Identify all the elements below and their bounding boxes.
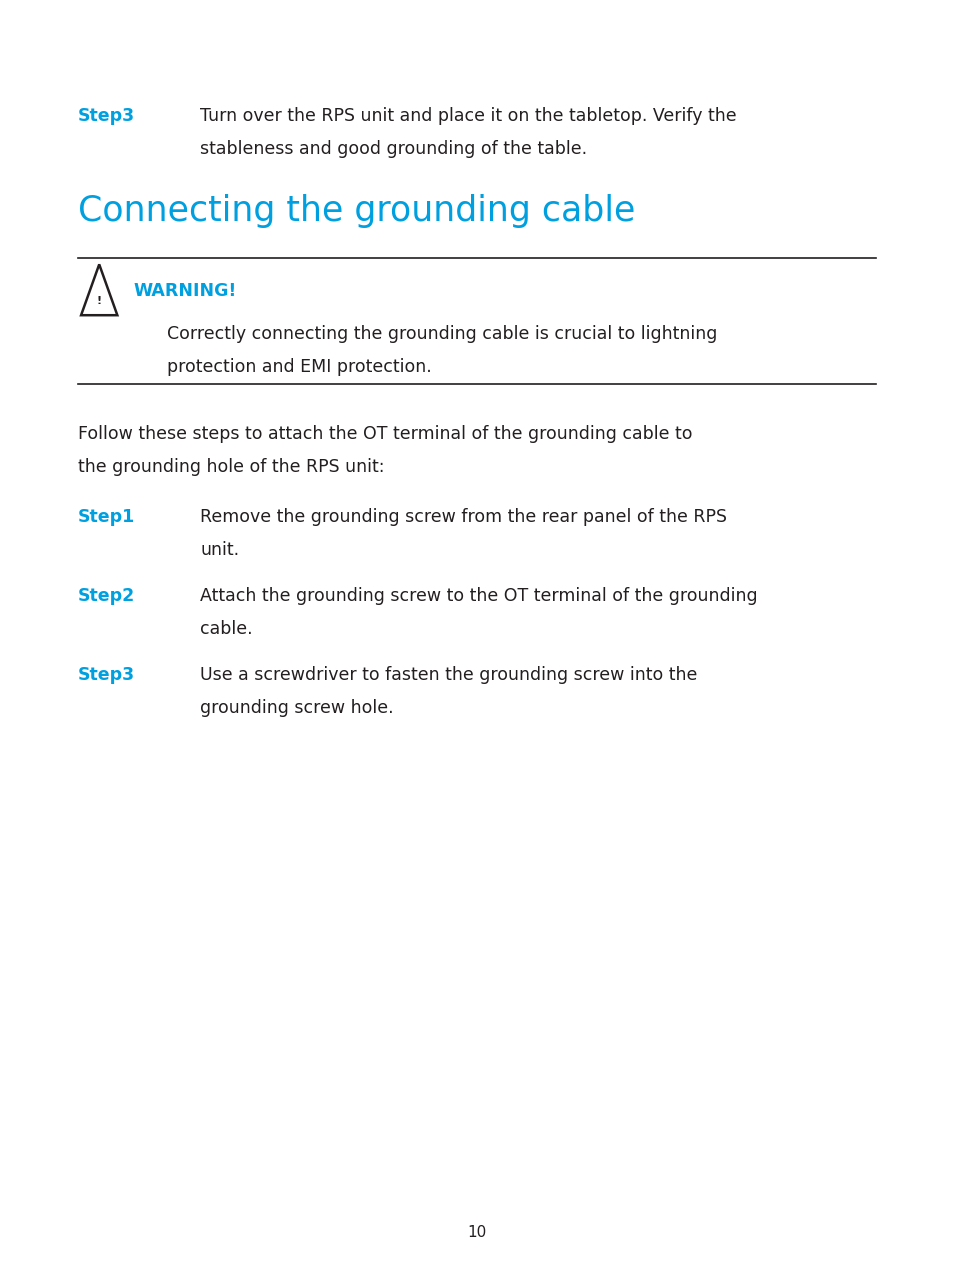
Text: Step2: Step2 bbox=[78, 587, 135, 605]
Text: Correctly connecting the grounding cable is crucial to lightning: Correctly connecting the grounding cable… bbox=[167, 325, 717, 343]
Text: Attach the grounding screw to the OT terminal of the grounding: Attach the grounding screw to the OT ter… bbox=[200, 587, 758, 605]
Text: Use a screwdriver to fasten the grounding screw into the: Use a screwdriver to fasten the groundin… bbox=[200, 666, 697, 684]
Text: 10: 10 bbox=[467, 1225, 486, 1240]
Text: stableness and good grounding of the table.: stableness and good grounding of the tab… bbox=[200, 140, 587, 158]
Text: WARNING!: WARNING! bbox=[133, 282, 236, 300]
Text: cable.: cable. bbox=[200, 620, 253, 638]
Text: Step3: Step3 bbox=[78, 666, 135, 684]
Text: grounding screw hole.: grounding screw hole. bbox=[200, 699, 394, 717]
Text: protection and EMI protection.: protection and EMI protection. bbox=[167, 358, 432, 376]
Text: Turn over the RPS unit and place it on the tabletop. Verify the: Turn over the RPS unit and place it on t… bbox=[200, 107, 736, 125]
Text: unit.: unit. bbox=[200, 541, 239, 559]
Text: the grounding hole of the RPS unit:: the grounding hole of the RPS unit: bbox=[78, 458, 384, 475]
Text: Step1: Step1 bbox=[78, 508, 135, 526]
Text: !: ! bbox=[96, 296, 102, 306]
Text: Connecting the grounding cable: Connecting the grounding cable bbox=[78, 194, 635, 229]
Text: Step3: Step3 bbox=[78, 107, 135, 125]
Text: Remove the grounding screw from the rear panel of the RPS: Remove the grounding screw from the rear… bbox=[200, 508, 726, 526]
Text: Follow these steps to attach the OT terminal of the grounding cable to: Follow these steps to attach the OT term… bbox=[78, 425, 692, 442]
